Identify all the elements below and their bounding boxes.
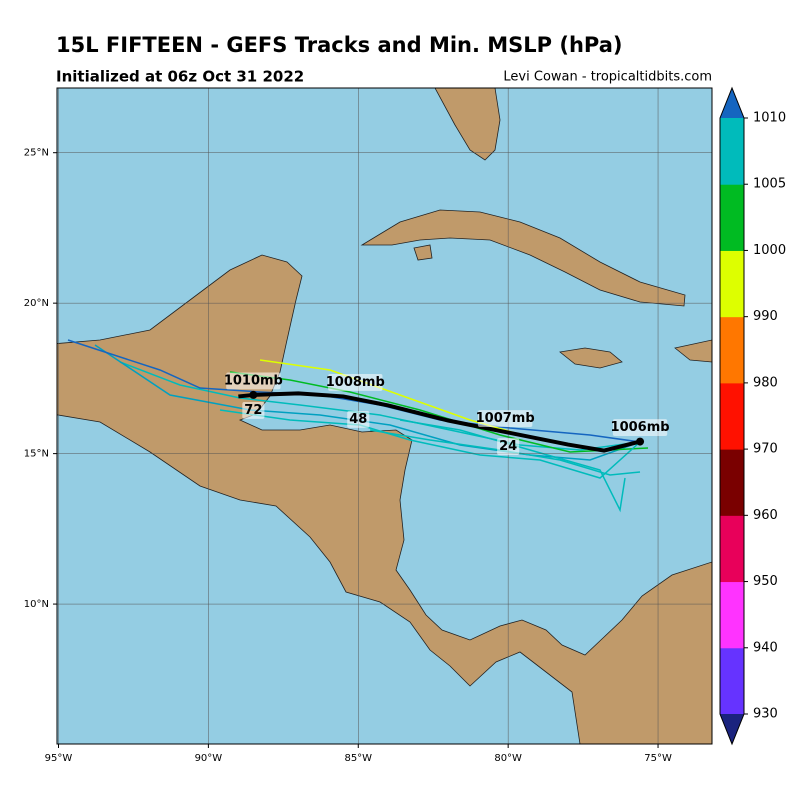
x-tick-label: 85°W (344, 753, 372, 764)
colorbar-tick-label: 950 (753, 574, 778, 589)
pressure-label: 1006mb (611, 420, 670, 435)
colorbar-segment (720, 250, 744, 318)
hour-label: 24 (499, 439, 517, 454)
hour-label: 72 (244, 403, 262, 418)
colorbar-segment (720, 449, 744, 516)
x-tick-label: 80°W (494, 753, 522, 764)
hour-label-bg (497, 438, 520, 456)
colorbar: 930 940 950 960 970 980 990 1000 1005 1010 (719, 86, 786, 746)
colorbar-segment (720, 316, 744, 384)
colorbar-segment (720, 118, 744, 185)
colorbar-tick-label: 960 (753, 508, 778, 523)
colorbar-tick-label: 1000 (753, 243, 786, 258)
pressure-label-bg (612, 419, 668, 437)
pressure-label-bg (328, 373, 383, 391)
axes: 95°W 90°W 85°W 80°W 75°W 10°N 15°N 20°N 25°N (24, 148, 672, 764)
x-tick-label: 95°W (45, 753, 73, 764)
subtitle: Initialized at 06z Oct 31 2022 (56, 68, 304, 86)
land (57, 88, 712, 744)
colorbar-tick-label: 940 (753, 640, 778, 655)
hour-label-bg (347, 411, 370, 428)
y-tick-label: 20°N (24, 298, 49, 309)
map: 1006mb 1007mb 1008mb 1010mb 24 48 72 (57, 88, 712, 744)
colorbar-tick-label: 980 (753, 375, 778, 390)
title: 15L FIFTEEN - GEFS Tracks and Min. MSLP … (56, 33, 623, 57)
y-tick-label: 25°N (24, 148, 49, 159)
x-tick-label: 90°W (195, 753, 223, 764)
y-tick-label: 10°N (24, 599, 49, 610)
hour-label-bg (242, 401, 265, 419)
pressure-label-bg (226, 372, 281, 390)
pressure-label: 1008mb (326, 375, 385, 390)
credit: Levi Cowan - tropicaltidbits.com (503, 70, 712, 85)
pressure-label-bg (477, 410, 533, 428)
colorbar-tick-label: 970 (753, 442, 778, 457)
colorbar-segment (720, 184, 744, 251)
hour-label: 48 (349, 412, 367, 427)
ensemble-tracks (67, 339, 649, 513)
mean-track (238, 391, 641, 453)
map-frame (56, 87, 713, 745)
colorbar-segment (720, 382, 744, 450)
y-tick-label: 15°N (24, 449, 49, 460)
colorbar-segment (720, 647, 744, 715)
colorbar-segment (720, 515, 744, 583)
x-tick-label: 75°W (644, 753, 672, 764)
colorbar-segment (720, 581, 744, 649)
colorbar-under (720, 714, 744, 744)
pressure-label: 1010mb (224, 373, 283, 388)
colorbar-tick-label: 930 (753, 707, 778, 722)
track-point (249, 390, 258, 399)
colorbar-tick-label: 1005 (753, 177, 786, 192)
colorbar-over (720, 88, 744, 118)
pressure-label: 1007mb (476, 411, 535, 426)
mean-track-layer: 1006mb 1007mb 1008mb 1010mb 24 48 72 (224, 372, 670, 456)
track-point (636, 437, 645, 446)
colorbar-tick-label: 990 (753, 309, 778, 324)
colorbar-tick-label: 1010 (753, 111, 786, 126)
